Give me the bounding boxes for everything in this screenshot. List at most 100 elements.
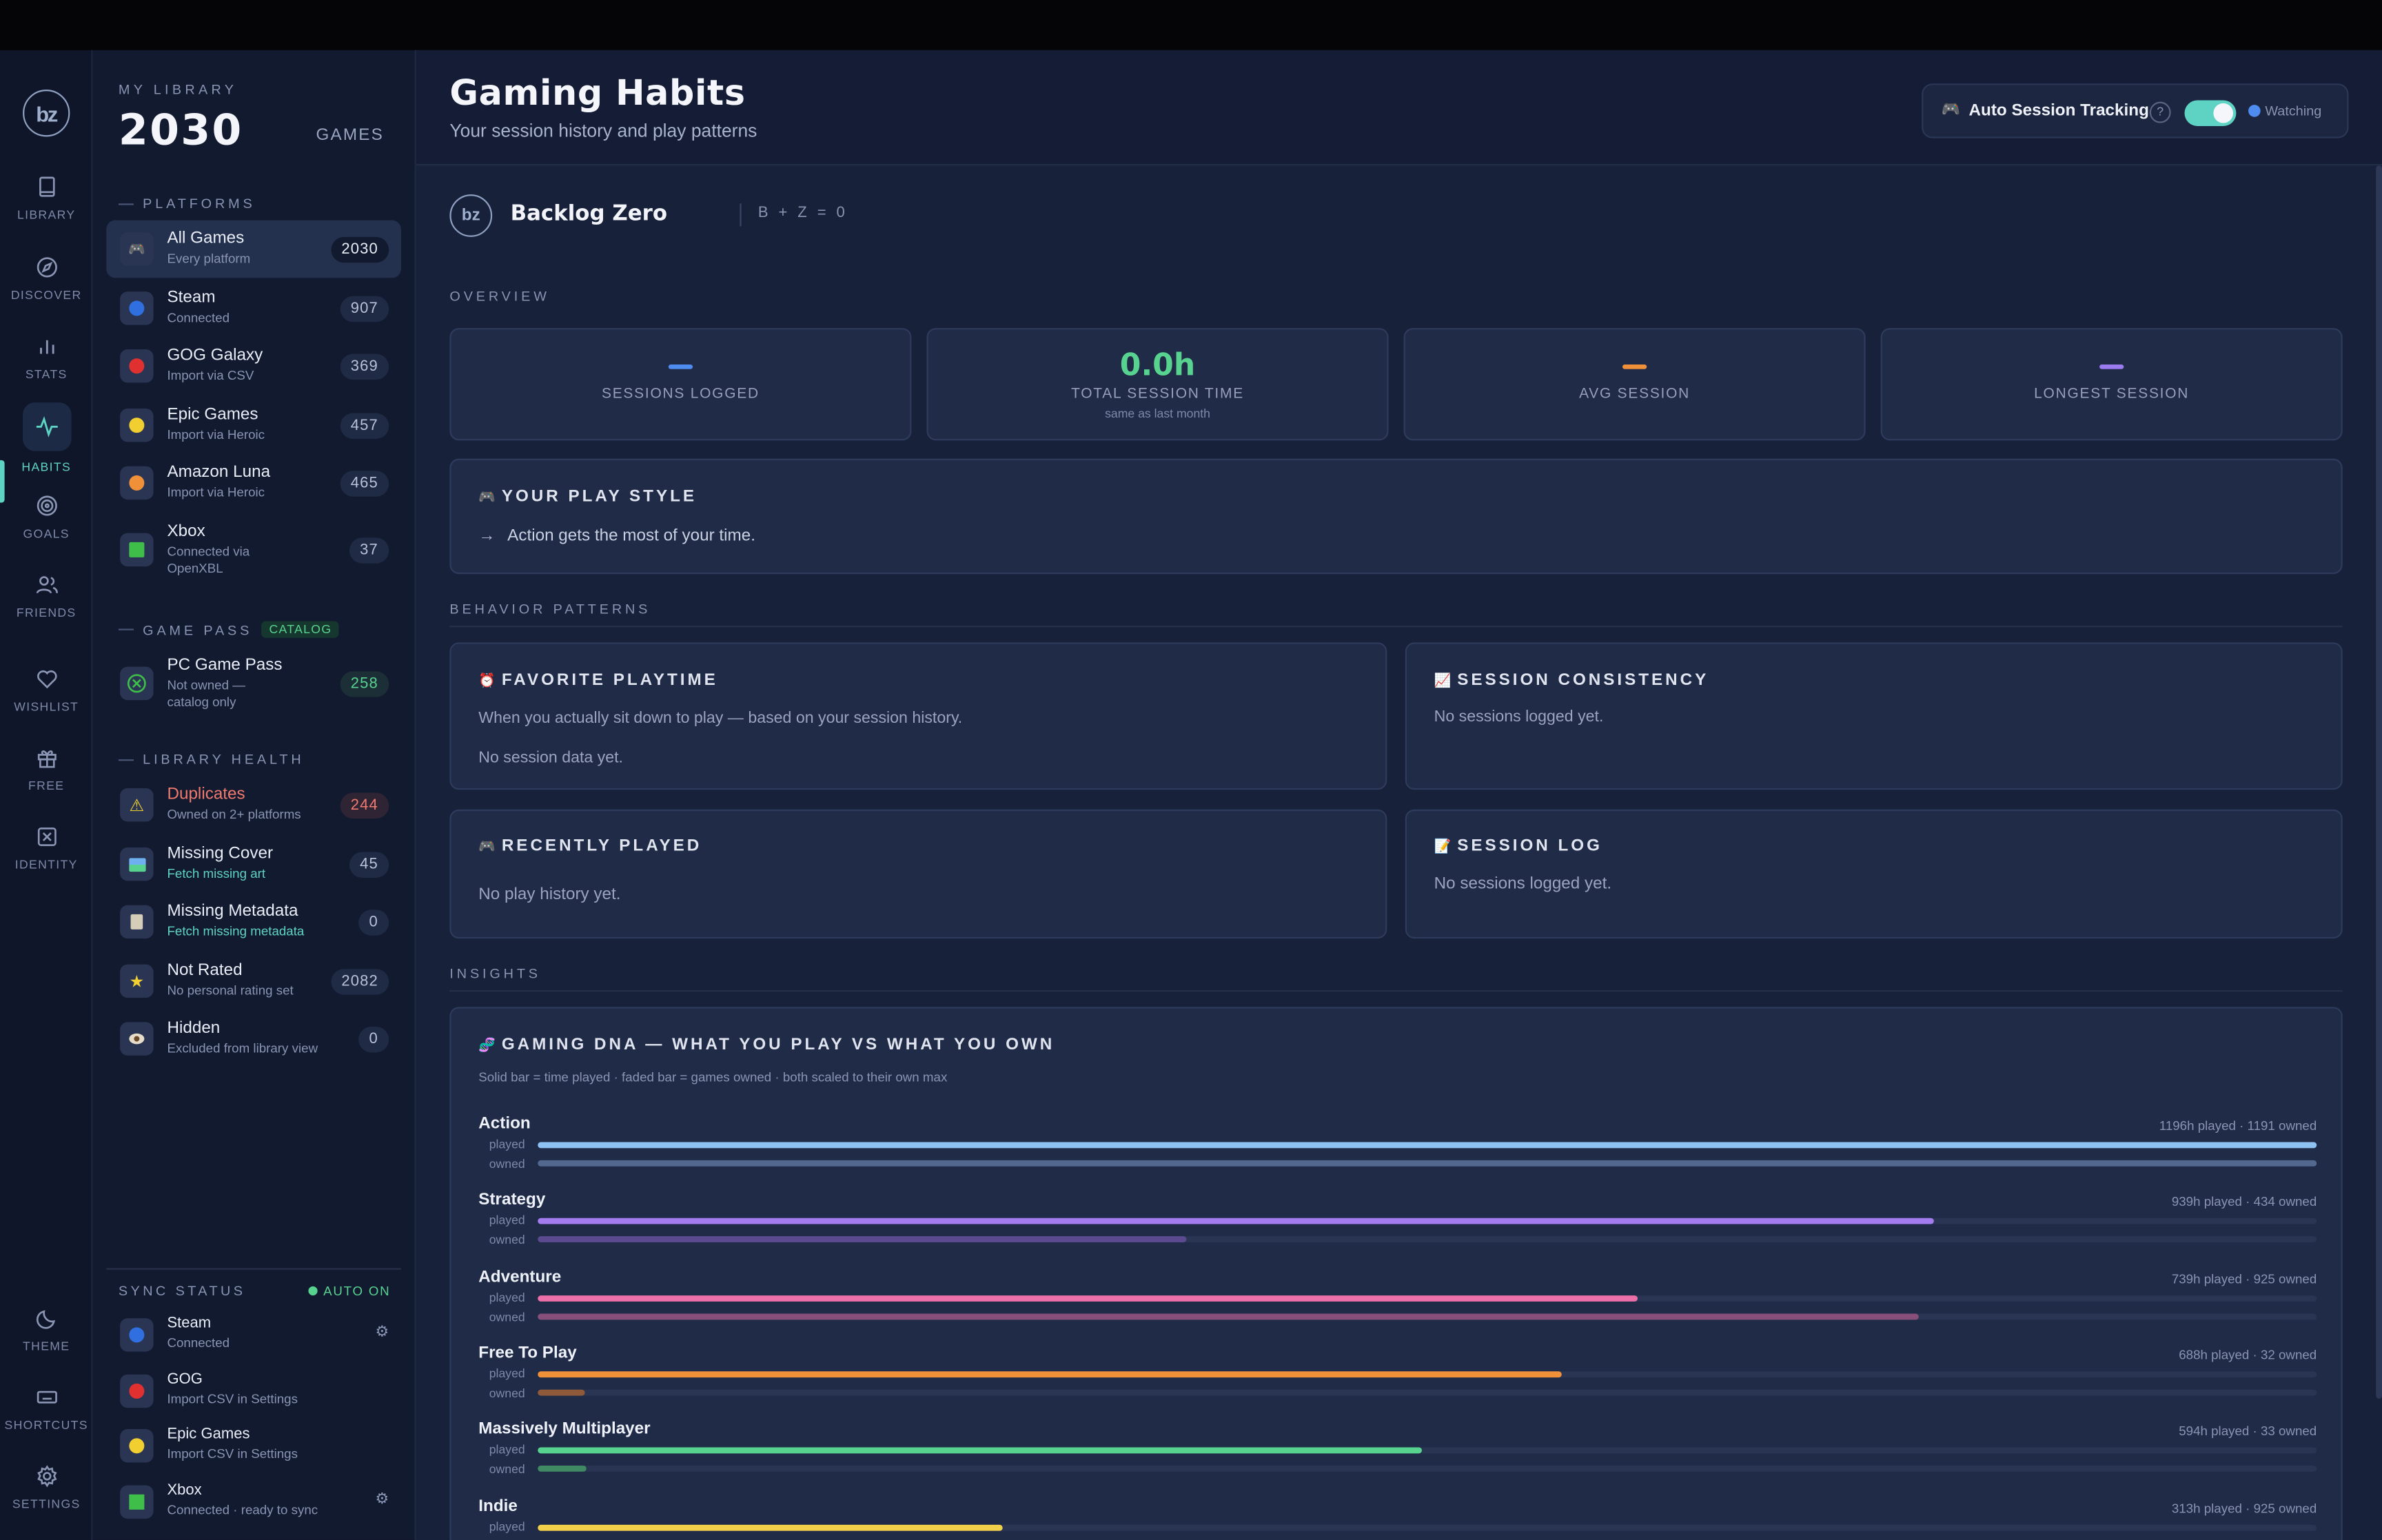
xbox-icon [120, 1485, 154, 1519]
platform-count: 907 [340, 296, 389, 322]
app-logo[interactable]: bz [23, 90, 70, 137]
rail-item-shortcuts[interactable]: SHORTCUTS [0, 1385, 92, 1432]
health-not-rated[interactable]: ★ Not Rated No personal rating set 2082 [106, 952, 401, 1010]
dna-summary: 594h played · 33 owned [2179, 1423, 2317, 1439]
dna-played-bar [538, 1295, 1638, 1302]
platform-pc-game-pass[interactable]: PC Game Pass Not owned — catalog only 25… [106, 647, 401, 720]
session-log-empty: No sessions logged yet. [1434, 874, 1612, 894]
library-kicker: MY LIBRARY [118, 82, 238, 98]
rail-item-wishlist[interactable]: WISHLIST [0, 667, 92, 714]
help-icon[interactable]: ? [2149, 101, 2171, 123]
platform-steam[interactable]: Steam Connected 907 [106, 280, 401, 338]
platform-amazon-luna[interactable]: Amazon Luna Import via Heroic 465 [106, 454, 401, 512]
platform-all-games[interactable]: 🎮 All Games Every platform 2030 [106, 220, 401, 278]
gamepass-heading: GAME PASS CATALOG [118, 621, 340, 638]
target-icon [36, 495, 57, 516]
sync-row-gog[interactable]: GOG Import CSV in Settings [106, 1368, 401, 1417]
dna-played-bar [538, 1447, 1422, 1454]
platform-count: 258 [340, 671, 389, 697]
health-name: Hidden [167, 1018, 221, 1038]
rail-label: SETTINGS [12, 1497, 81, 1512]
dna-played-bar [538, 1371, 1561, 1377]
sync-sub: Import CSV in Settings [167, 1390, 298, 1406]
sync-name: Epic Games [167, 1426, 250, 1443]
section-dash [118, 628, 134, 630]
platform-gog[interactable]: GOG Galaxy Import via CSV 369 [106, 337, 401, 395]
library-health-heading: LIBRARY HEALTH [118, 752, 305, 767]
platform-name: Epic Games [167, 405, 258, 424]
brand-name: Backlog Zero [510, 202, 668, 227]
favorite-playtime-card: ⏰ FAVORITE PLAYTIME When you actually sit… [449, 642, 1387, 790]
session-consistency-empty: No sessions logged yet. [1434, 708, 1604, 726]
tracking-toggle[interactable] [2184, 100, 2237, 126]
dna-genre-label: Massively Multiplayer [478, 1420, 651, 1439]
rail-label: FRIENDS [16, 606, 77, 620]
platform-sub: Connected via OpenXBL [167, 544, 250, 576]
dna-row: Strategy 939h played · 434 owned played own… [478, 1191, 2317, 1267]
sync-row-steam[interactable]: Steam Connected ⚙ [106, 1312, 401, 1361]
health-duplicates[interactable]: ⚠ Duplicates Owned on 2+ platforms 244 [106, 776, 401, 834]
rail-item-settings[interactable]: SETTINGS [0, 1464, 92, 1511]
session-log-card: 📝 SESSION LOG No sessions logged yet. [1405, 809, 2343, 939]
library-count-unit: GAMES [316, 125, 385, 145]
tracking-status-text: Watching [2265, 103, 2322, 119]
catalog-tag: CATALOG [261, 621, 340, 638]
stat-total-session-time: 0.0h TOTAL SESSION TIME same as last mon… [926, 328, 1389, 441]
dna-owned-track [538, 1236, 2317, 1243]
section-rule [449, 990, 2343, 992]
gaming-dna-title-text: GAMING DNA — WHAT YOU PLAY VS WHAT YOU O… [501, 1036, 1055, 1054]
stat-sessions-logged: SESSIONS LOGGED [449, 328, 912, 441]
stat-caption: AVG SESSION [1579, 385, 1691, 403]
main-panel: Gaming Habits Your session history and p… [416, 50, 2382, 1540]
rail-item-theme[interactable]: THEME [0, 1306, 92, 1353]
recently-played-title: 🎮 RECENTLY PLAYED [478, 836, 702, 854]
sync-row-xbox[interactable]: Xbox Connected · ready to sync ⚙ [106, 1479, 401, 1528]
page-subtitle: Your session history and play patterns [449, 120, 757, 141]
auto-session-tracking: 🎮 Auto Session Tracking ? Watching [1922, 83, 2349, 138]
section-rule [449, 626, 2343, 628]
platform-xbox[interactable]: Xbox Connected via OpenXBL 37 [106, 513, 401, 586]
platform-count: 465 [340, 471, 389, 497]
sync-status-heading: SYNC STATUS [118, 1283, 246, 1299]
favorite-playtime-title: ⏰ FAVORITE PLAYTIME [478, 671, 718, 689]
platform-name: Amazon Luna [167, 463, 271, 482]
session-log-title-text: SESSION LOG [1457, 836, 1602, 855]
rail-item-friends[interactable]: FRIENDS [0, 573, 92, 619]
sync-settings-icon[interactable]: ⚙ [375, 1491, 389, 1508]
rail-label: LIBRARY [17, 207, 76, 222]
health-hidden[interactable]: Hidden Excluded from library view 0 [106, 1010, 401, 1068]
main-scrollbar[interactable] [2376, 165, 2382, 1399]
stat-note: same as last month [1105, 407, 1210, 421]
platform-epic[interactable]: Epic Games Import via Heroic 457 [106, 396, 401, 454]
insights-label: INSIGHTS [449, 965, 541, 981]
rail-item-stats[interactable]: STATS [0, 334, 92, 381]
platform-sub: Connected [167, 309, 230, 325]
rail-item-library[interactable]: LIBRARY [0, 174, 92, 222]
status-dot-icon [2248, 105, 2261, 117]
rail-item-discover[interactable]: DISCOVER [0, 255, 92, 302]
stat-caption: LONGEST SESSION [2034, 385, 2190, 403]
rail-item-goals[interactable]: GOALS [0, 493, 92, 541]
gaming-dna-title: 🧬 GAMING DNA — WHAT YOU PLAY VS WHAT YOU … [478, 1036, 1055, 1054]
dna-owned-bar [538, 1236, 1186, 1243]
rail-item-habits[interactable]: HABITS [0, 402, 92, 474]
sync-row-epic[interactable]: Epic Games Import CSV in Settings [106, 1423, 401, 1472]
health-missing-cover[interactable]: Missing Cover Fetch missing art 45 [106, 835, 401, 893]
sync-settings-icon[interactable]: ⚙ [375, 1324, 389, 1342]
rail-item-free[interactable]: FREE [0, 746, 92, 793]
session-consistency-card: 📈 SESSION CONSISTENCY No sessions logged … [1405, 642, 2343, 790]
dna-played-track [538, 1218, 2317, 1225]
dna-genre-label: Action [478, 1114, 531, 1133]
empty-value-dash [668, 364, 693, 369]
rail-label: WISHLIST [14, 700, 79, 714]
platform-count: 2030 [330, 236, 389, 263]
tracking-label: Auto Session Tracking [1968, 101, 2149, 121]
dna-owned-bar [538, 1389, 586, 1396]
health-missing-metadata[interactable]: Missing Metadata Fetch missing metadata … [106, 893, 401, 951]
gog-icon [120, 349, 154, 383]
dna-row: Free To Play 688h played · 32 owned played… [478, 1344, 2317, 1419]
health-sub: Fetch missing art [167, 865, 266, 881]
rail-item-identity[interactable]: IDENTITY [0, 825, 92, 872]
dna-owned-label: owned [489, 1233, 525, 1248]
icon-rail: bz LIBRARY DISCOVER STATS HABITS GOALS F… [0, 50, 93, 1540]
